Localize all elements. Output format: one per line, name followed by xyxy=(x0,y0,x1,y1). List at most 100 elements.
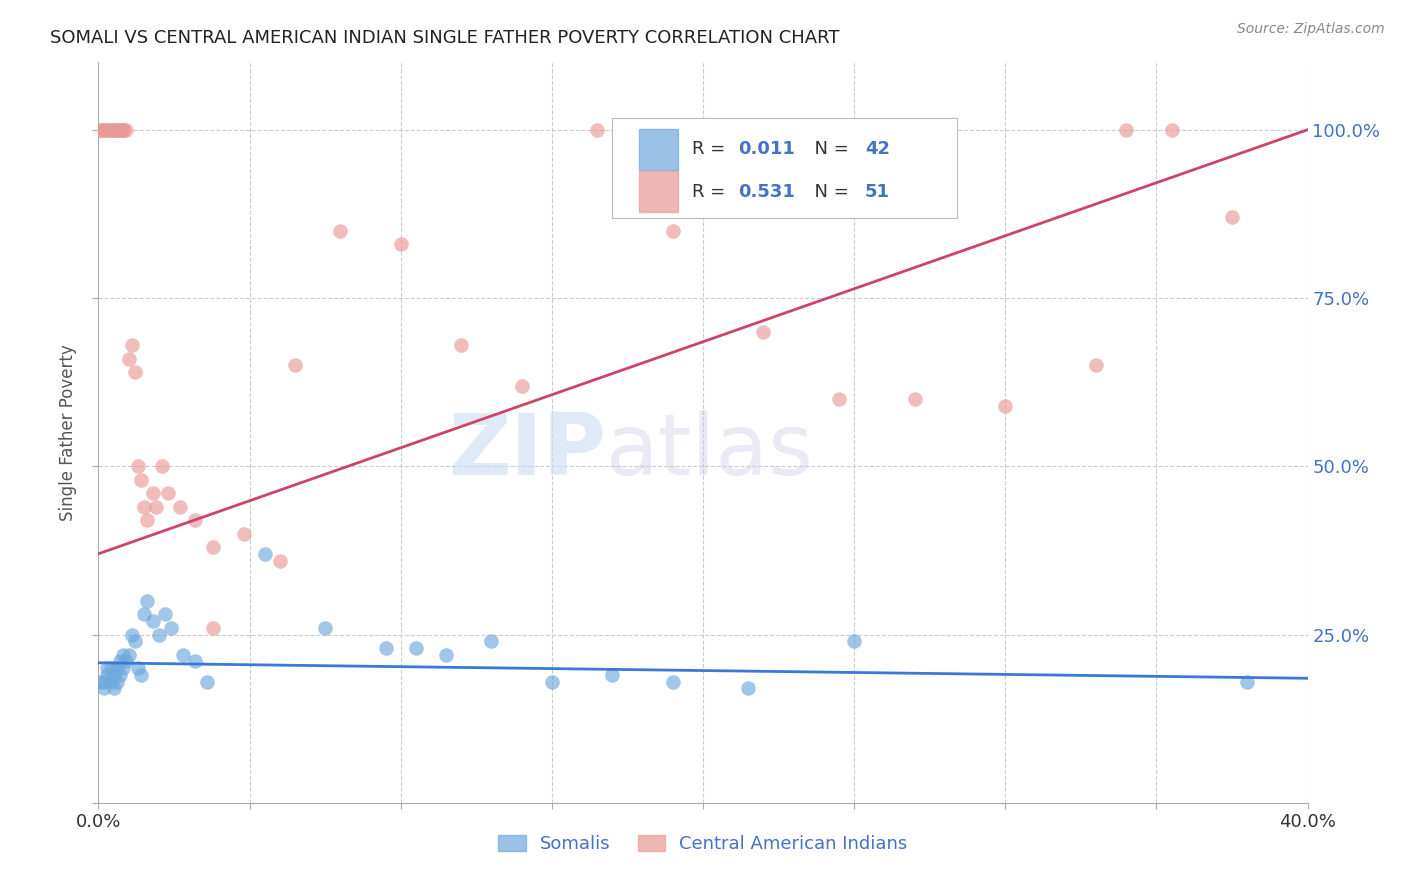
Point xyxy=(184,655,207,669)
Y-axis label: Single Father Poverty: Single Father Poverty xyxy=(59,344,77,521)
Point xyxy=(90,674,112,689)
Point xyxy=(108,122,131,136)
Point xyxy=(111,648,134,662)
Point xyxy=(142,486,165,500)
Point xyxy=(96,668,118,682)
Bar xyxy=(638,171,678,212)
Point xyxy=(1220,211,1243,225)
Point xyxy=(105,661,128,675)
Point xyxy=(153,607,176,622)
Point xyxy=(1160,122,1182,136)
Point xyxy=(540,674,562,689)
Point xyxy=(111,122,134,136)
Point xyxy=(121,627,143,641)
Point xyxy=(145,500,167,514)
Point xyxy=(105,122,128,136)
Text: 0.011: 0.011 xyxy=(738,140,794,158)
Point xyxy=(389,237,412,252)
Point xyxy=(114,122,136,136)
Point xyxy=(232,526,254,541)
Point xyxy=(148,627,170,641)
Point xyxy=(103,681,125,696)
Text: R =: R = xyxy=(692,183,731,201)
Point xyxy=(269,553,291,567)
Text: 0.531: 0.531 xyxy=(738,183,794,201)
Point xyxy=(202,540,225,554)
Point xyxy=(1236,674,1258,689)
Point xyxy=(450,338,472,352)
Point xyxy=(114,655,136,669)
Point xyxy=(108,122,131,136)
Point xyxy=(111,661,134,675)
Text: SOMALI VS CENTRAL AMERICAN INDIAN SINGLE FATHER POVERTY CORRELATION CHART: SOMALI VS CENTRAL AMERICAN INDIAN SINGLE… xyxy=(51,29,839,47)
Point xyxy=(752,325,775,339)
Text: atlas: atlas xyxy=(606,409,814,492)
Text: Source: ZipAtlas.com: Source: ZipAtlas.com xyxy=(1237,22,1385,37)
Point xyxy=(374,640,396,655)
Point xyxy=(96,122,118,136)
Point xyxy=(1115,122,1137,136)
Point xyxy=(586,122,609,136)
Point xyxy=(118,648,141,662)
Point xyxy=(129,668,152,682)
Point xyxy=(96,122,118,136)
Point xyxy=(93,674,115,689)
Point xyxy=(103,122,125,136)
Point xyxy=(108,668,131,682)
Point xyxy=(132,607,155,622)
Point xyxy=(93,122,115,136)
Point xyxy=(160,621,183,635)
Point xyxy=(103,122,125,136)
FancyBboxPatch shape xyxy=(613,118,957,218)
Point xyxy=(121,338,143,352)
Point xyxy=(127,661,149,675)
Point xyxy=(828,392,851,406)
Point xyxy=(202,621,225,635)
Point xyxy=(481,634,503,648)
Point xyxy=(172,648,194,662)
Bar xyxy=(638,128,678,169)
Point xyxy=(93,681,115,696)
Point xyxy=(904,392,927,406)
Text: ZIP: ZIP xyxy=(449,409,606,492)
Point xyxy=(129,473,152,487)
Point xyxy=(108,655,131,669)
Point xyxy=(111,122,134,136)
Point xyxy=(156,486,179,500)
Text: 42: 42 xyxy=(865,140,890,158)
Point xyxy=(284,359,307,373)
Point xyxy=(93,122,115,136)
Point xyxy=(105,674,128,689)
Point xyxy=(127,459,149,474)
Point xyxy=(994,399,1017,413)
Point xyxy=(118,351,141,366)
Point xyxy=(124,365,146,379)
Point xyxy=(737,681,759,696)
Text: N =: N = xyxy=(803,140,855,158)
Point xyxy=(142,614,165,628)
Legend: Somalis, Central American Indians: Somalis, Central American Indians xyxy=(491,828,915,861)
Point xyxy=(434,648,457,662)
Point xyxy=(103,668,125,682)
Point xyxy=(169,500,191,514)
Point xyxy=(184,513,207,527)
Point xyxy=(602,668,624,682)
Point xyxy=(661,224,683,238)
Point xyxy=(105,122,128,136)
Point xyxy=(96,661,118,675)
Point xyxy=(150,459,173,474)
Point xyxy=(135,594,157,608)
Point xyxy=(135,513,157,527)
Point xyxy=(108,122,131,136)
Point xyxy=(844,634,866,648)
Point xyxy=(90,122,112,136)
Point xyxy=(132,500,155,514)
Point xyxy=(100,661,122,675)
Point xyxy=(405,640,427,655)
Point xyxy=(111,122,134,136)
Text: 51: 51 xyxy=(865,183,890,201)
Point xyxy=(661,674,683,689)
Point xyxy=(510,378,533,392)
Point xyxy=(90,122,112,136)
Point xyxy=(253,547,276,561)
